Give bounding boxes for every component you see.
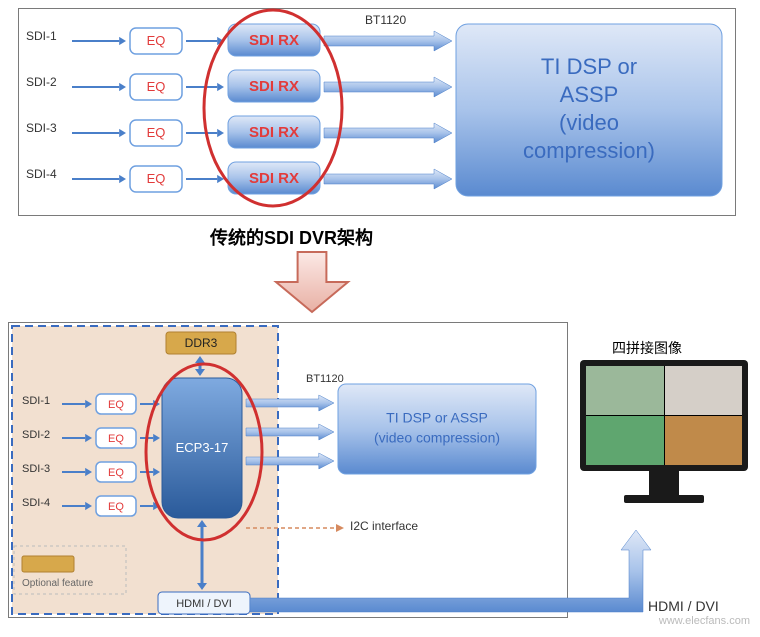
monitor-caption: 四拼接图像 [612, 338, 682, 358]
monitor [580, 360, 748, 530]
watermark: www.elecfans.com [659, 615, 750, 627]
hdmi-out-label: HDMI / DVI [648, 598, 719, 614]
top-caption: 传统的SDI DVR架构 [210, 224, 373, 250]
top-panel [18, 8, 736, 216]
bottom-panel [8, 322, 568, 618]
